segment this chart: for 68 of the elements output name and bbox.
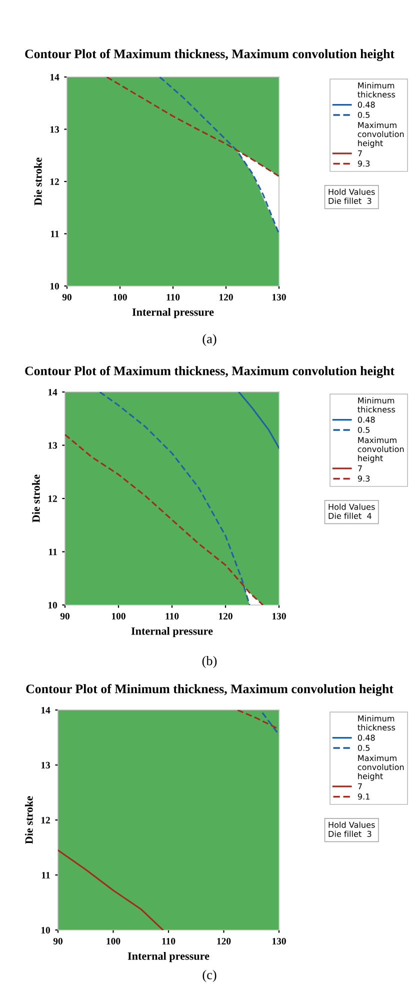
line-series xyxy=(238,392,279,449)
x-tick-label: 100 xyxy=(113,294,127,300)
y-axis-title: Die stroke xyxy=(32,474,40,522)
y-tick-label: 12 xyxy=(50,178,59,185)
legend-label: 0.48 xyxy=(358,102,375,108)
y-tick-label: 10 xyxy=(41,926,50,934)
text: Maximum convolution height xyxy=(358,122,404,148)
text: Minimum thickness xyxy=(358,82,396,98)
legend-label: 7 xyxy=(358,783,362,790)
x-tick-label: 100 xyxy=(106,938,120,944)
line-series xyxy=(106,77,279,178)
y-tick-label: 10 xyxy=(50,282,59,290)
chart-title: Contour Plot of Maximum thickness, Maximum convolution height xyxy=(25,49,394,61)
y-tick-label: 11 xyxy=(48,548,57,556)
y-axis-title: Die stroke xyxy=(25,796,33,844)
line-series xyxy=(58,849,164,930)
text: Hold Values Die fillet 3 xyxy=(328,822,375,837)
x-axis-title: Internal pressure xyxy=(132,308,214,318)
text: Maximum convolution height xyxy=(358,436,404,463)
legend-label: 0.5 xyxy=(358,744,370,751)
text: Hold Values Die fillet 4 xyxy=(328,504,375,519)
x-tick-label: 120 xyxy=(219,294,233,300)
text: Minimum thickness xyxy=(358,715,396,731)
x-tick-label: 110 xyxy=(166,612,179,620)
text: Maximum convolution height xyxy=(358,754,404,781)
y-tick-label: 13 xyxy=(50,126,60,133)
legend-label: 0.5 xyxy=(358,426,370,433)
y-tick-label: 12 xyxy=(48,495,57,502)
y-tick-label: 14 xyxy=(48,388,58,396)
text: Minimum thickness xyxy=(358,397,396,413)
x-axis-title: Internal pressure xyxy=(128,952,210,962)
x-tick-label: 120 xyxy=(217,938,231,944)
x-tick-label: 90 xyxy=(62,294,72,300)
y-tick-label: 12 xyxy=(41,816,50,824)
x-tick-label: 130 xyxy=(272,612,286,620)
legend-label: 7 xyxy=(358,465,362,472)
x-tick-label: 90 xyxy=(53,938,62,944)
y-tick-label: 13 xyxy=(48,442,58,449)
x-axis-title: Internal pressure xyxy=(131,627,213,638)
text: (b) xyxy=(202,656,217,668)
y-tick-label: 13 xyxy=(41,762,50,768)
x-tick-label: 110 xyxy=(162,938,176,944)
legend-label: 9.1 xyxy=(358,794,370,800)
legend-label: 0.48 xyxy=(358,734,375,741)
y-tick-label: 14 xyxy=(50,74,60,80)
line-series xyxy=(65,434,264,605)
x-tick-label: 130 xyxy=(272,938,286,944)
legend-label: 9.3 xyxy=(358,160,370,167)
legend-label: 7 xyxy=(358,150,362,156)
legend-label: 9.3 xyxy=(358,476,370,482)
y-axis-title: Die stroke xyxy=(34,158,42,206)
legend-label: 0.5 xyxy=(358,112,370,118)
text: (a) xyxy=(202,334,216,346)
x-tick-label: 100 xyxy=(112,612,126,620)
y-tick-label: 14 xyxy=(41,706,50,714)
x-tick-label: 90 xyxy=(60,612,70,620)
y-tick-label: 11 xyxy=(42,872,50,878)
x-tick-label: 130 xyxy=(272,294,286,300)
x-tick-label: 110 xyxy=(166,294,180,300)
text: Hold Values Die fillet 3 xyxy=(328,188,375,204)
y-tick-label: 10 xyxy=(48,602,57,608)
x-tick-label: 120 xyxy=(218,612,232,620)
y-tick-label: 11 xyxy=(50,230,59,238)
text: (c) xyxy=(202,970,216,982)
line-series xyxy=(158,77,279,235)
legend-label: 0.48 xyxy=(358,416,375,423)
chart-title: Contour Plot of Minimum thickness, Maximum convolution height xyxy=(26,684,394,696)
chart-title: Contour Plot of Maximum thickness, Maximum convolution height xyxy=(25,366,394,378)
